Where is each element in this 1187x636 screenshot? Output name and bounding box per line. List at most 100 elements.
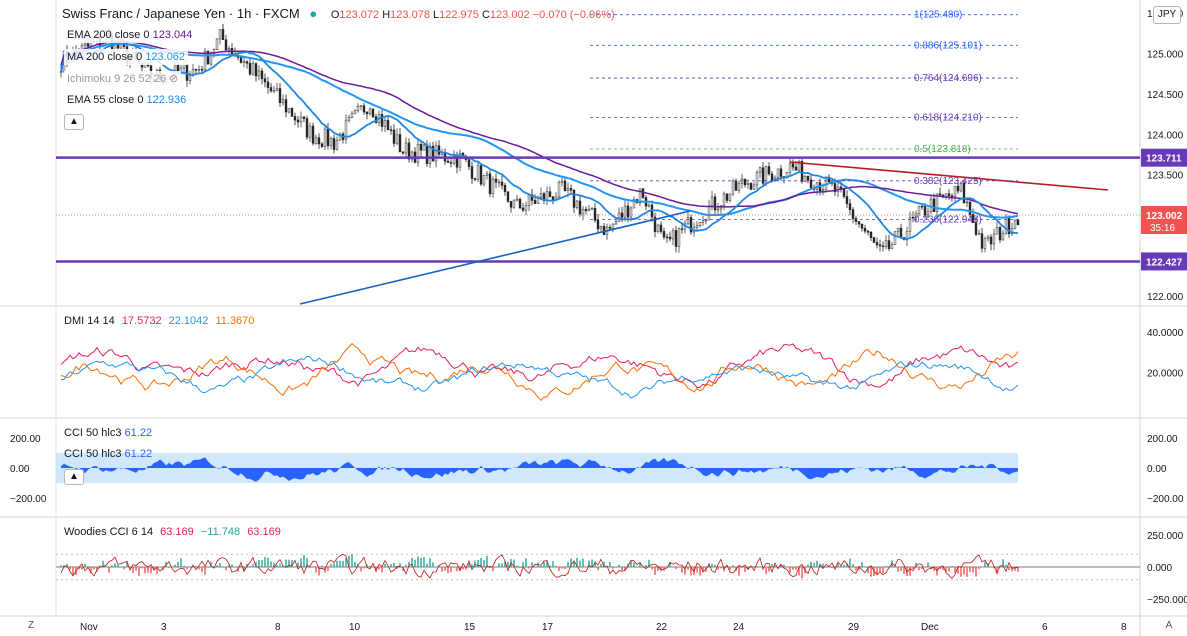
candle-body — [290, 108, 294, 117]
candle-body — [704, 219, 708, 222]
ma200-line — [60, 42, 1019, 219]
woodies-axis-label: −250.000 — [1147, 595, 1187, 606]
candle-body — [266, 81, 270, 88]
uptrend-line — [299, 210, 691, 305]
cci-a-legend[interactable]: CCI 50 hlc3 61.22 — [64, 427, 153, 439]
candle-body — [920, 205, 924, 208]
candle-body — [680, 228, 684, 230]
ema200-legend[interactable]: EMA 200 close 0 123.044 — [64, 27, 196, 43]
candle-body — [881, 245, 885, 248]
candle-body — [596, 219, 600, 230]
candle-body — [524, 205, 528, 211]
woodies-legend[interactable]: Woodies CCI 6 14 63.169 −11.748 63.169 — [64, 526, 281, 538]
cci-a-value: 61.22 — [124, 427, 153, 439]
candle-body — [200, 69, 204, 71]
candle-body — [506, 191, 510, 202]
dmi-legend[interactable]: DMI 14 14 17.5732 22.1042 11.3670 — [64, 315, 255, 327]
candle-body — [1001, 232, 1005, 241]
collapse-cci-legend-button[interactable]: ▲ — [64, 469, 84, 485]
candle-body — [431, 145, 435, 162]
candle-body — [947, 193, 951, 197]
candle-body — [386, 120, 390, 131]
candle-body — [725, 193, 729, 201]
candle-body — [359, 105, 363, 107]
woodies-v1: 63.169 — [160, 526, 194, 538]
candle-body — [383, 120, 387, 127]
candle-body — [872, 237, 876, 243]
candle-body — [416, 143, 420, 163]
candle-body — [368, 108, 372, 115]
candle-body — [533, 200, 537, 204]
candle-body — [497, 181, 501, 184]
candle-body — [611, 223, 615, 229]
candle-body — [332, 138, 336, 150]
auto-scale-button[interactable]: A — [1165, 620, 1173, 631]
candle-body — [194, 68, 198, 71]
fib-level-label: 0.5(123.818) — [914, 144, 971, 155]
woodies-v3: 63.169 — [247, 526, 281, 538]
candle-body — [323, 128, 327, 147]
candle-body — [863, 227, 867, 232]
candle-body — [389, 129, 393, 131]
candle-body — [227, 47, 231, 51]
candle-body — [728, 193, 732, 201]
symbol-title[interactable]: Swiss Franc / Japanese Yen · 1h · FXCM — [62, 6, 300, 21]
candle-body — [197, 69, 201, 71]
fib-level-label: 1(125.480) — [914, 10, 962, 21]
candle-body — [581, 209, 585, 215]
collapse-legend-button[interactable]: ▲ — [64, 114, 84, 130]
ma200-legend[interactable]: MA 200 close 0 123.062 — [64, 49, 189, 65]
dmi-axis-label: 40.0000 — [1147, 328, 1184, 339]
candle-body — [980, 233, 984, 249]
candle-body — [593, 207, 597, 221]
candle-body — [668, 236, 672, 240]
countdown-badge: 35:16 — [1150, 223, 1175, 234]
candle-body — [419, 143, 423, 151]
candle-body — [488, 173, 492, 194]
high-label: H — [382, 9, 391, 21]
fib-level-label: 0.618(124.210) — [914, 112, 982, 123]
candle-body — [794, 166, 798, 171]
candle-body — [746, 182, 750, 186]
candle-body — [335, 139, 339, 150]
candle-body — [755, 171, 759, 186]
candle-body — [272, 90, 276, 92]
resistance-badge-bg — [1141, 148, 1187, 167]
candle-body — [398, 134, 402, 153]
candle-body — [647, 204, 651, 207]
time-axis-label: 10 — [349, 622, 361, 633]
candle-body — [620, 212, 624, 218]
candle-body — [827, 176, 831, 183]
candle-body — [371, 108, 375, 118]
ema55-legend[interactable]: EMA 55 close 0 122.936 — [64, 92, 190, 108]
time-axis-label: 15 — [464, 622, 476, 633]
candle-body — [185, 64, 189, 81]
candle-body — [866, 230, 870, 233]
currency-button[interactable]: JPY — [1153, 6, 1181, 24]
ichimoku-legend[interactable]: Ichimoku 9 26 52 26 ⊘ — [64, 71, 182, 87]
candle-body — [776, 168, 780, 179]
cci-b-legend[interactable]: CCI 50 hlc3 61.22 — [64, 448, 153, 460]
candle-body — [821, 189, 825, 192]
candle-body — [845, 196, 849, 204]
candle-body — [671, 230, 675, 240]
dmi-axis-label: 20.0000 — [1147, 369, 1184, 380]
time-axis-label: Nov — [80, 622, 98, 633]
candle-body — [950, 195, 954, 197]
candle-body — [350, 113, 354, 118]
woodies-cci-line — [60, 553, 1019, 579]
time-axis-label: 6 — [1042, 622, 1048, 633]
time-axis-label: 29 — [848, 622, 860, 633]
candle-body — [83, 43, 87, 46]
zoom-button[interactable]: Z — [27, 620, 35, 631]
candle-body — [245, 61, 249, 64]
candle-body — [995, 227, 999, 235]
candle-body — [869, 231, 873, 238]
candle-body — [392, 129, 396, 144]
eye-hidden-icon[interactable]: ⊘ — [169, 73, 179, 85]
woodies-v2: −11.748 — [200, 526, 241, 538]
candle-body — [929, 198, 933, 213]
ma200-value: 123.062 — [145, 51, 186, 63]
candle-body — [965, 201, 969, 204]
